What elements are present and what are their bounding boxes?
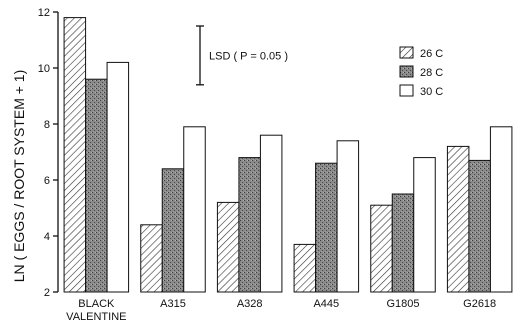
bar-hatch [293,243,317,293]
y-axis: 2 4 6 8 10 12 [38,7,59,299]
bars-group [63,17,513,293]
lsd-indicator: LSD ( P = 0.05 ) [196,25,288,86]
bar-hatch [140,224,163,293]
x-category-label: A315 [160,298,186,310]
y-axis-title: LN ( EGGS / ROOT SYSTEM + 1) [11,70,27,283]
lsd-label: LSD ( P = 0.05 ) [209,50,288,62]
legend-swatch-hatch [399,46,414,59]
bar-hatch [446,145,470,293]
bar-open [336,140,360,293]
bar-open [106,61,130,293]
bar-open [259,134,283,293]
bar-stipple [315,162,338,293]
bar-stipple [391,193,415,293]
x-category-label: G2618 [463,298,496,310]
x-category-label: VALENTINE [66,311,126,323]
bar-stipple [238,157,261,293]
y-tick-label: 10 [38,63,50,75]
bar-open [413,157,436,293]
x-category-label: A328 [237,298,263,310]
x-category-label: G1805 [386,298,419,310]
bar-hatch [216,201,240,293]
legend-label: 30 C [420,86,443,98]
legend-label: 28 C [420,67,443,79]
bar-hatch [370,204,393,293]
bar-open [489,126,513,293]
legend-swatch-open [399,84,414,97]
x-category-label: A445 [313,298,339,310]
y-tick-label: 8 [44,119,50,131]
x-category-label: BLACK [78,298,115,310]
bar-hatch [63,17,87,293]
y-tick-label: 12 [38,7,50,19]
y-tick-label: 4 [44,231,50,243]
legend-swatch-stipple [399,65,414,78]
y-tick-label: 6 [44,175,50,187]
y-tick-label: 2 [44,287,50,299]
bar-stipple [161,168,185,293]
bar-stipple [85,78,108,293]
bar-open [183,126,206,293]
bar-stipple [468,159,491,293]
legend-label: 26 C [420,48,443,60]
legend: 26 C 28 C 30 C [399,46,443,98]
